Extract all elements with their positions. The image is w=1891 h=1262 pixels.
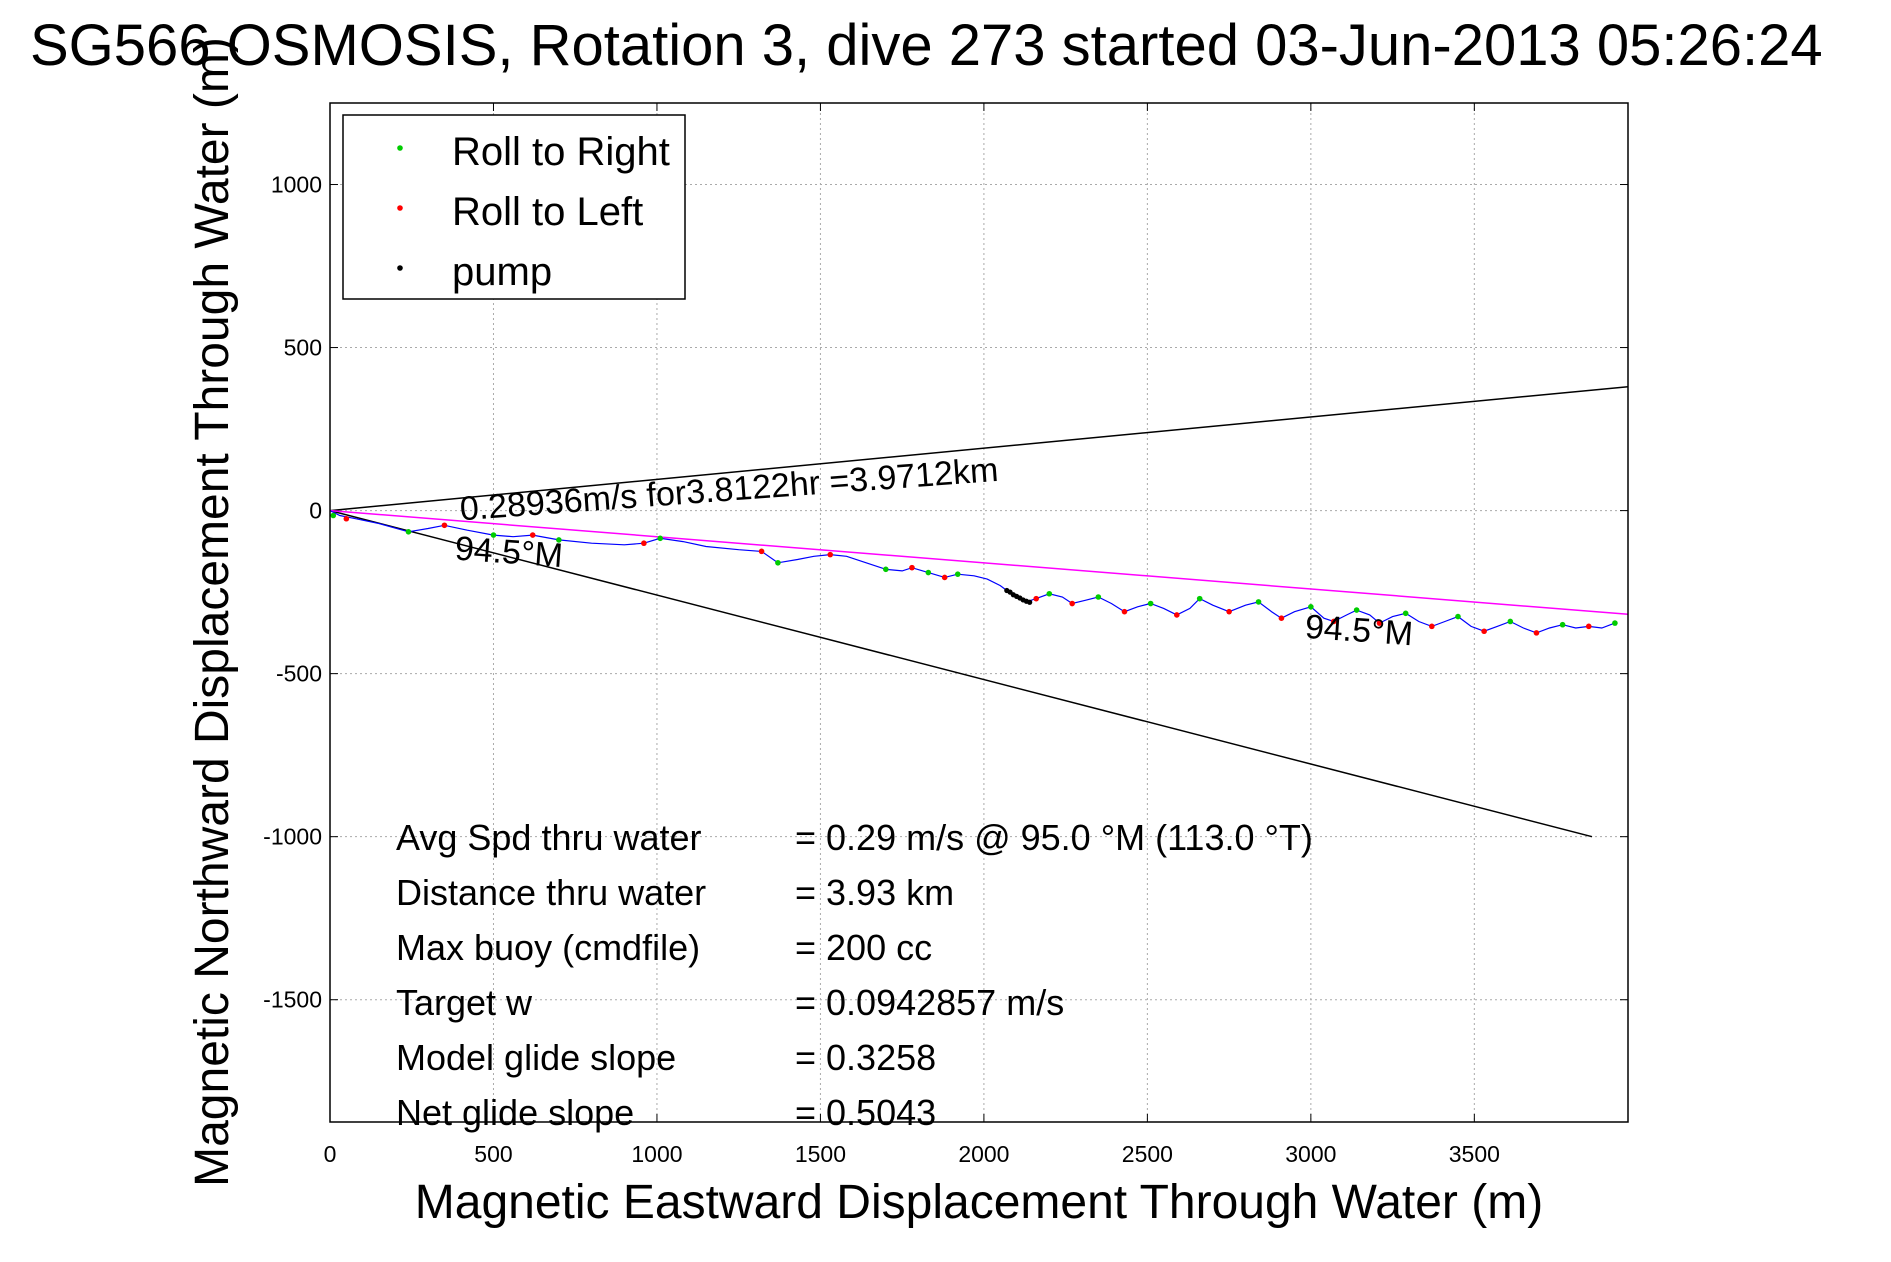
roll-left-point: [1069, 600, 1075, 607]
x-tick-label: 2500: [1122, 1141, 1173, 1167]
pump-point: [1027, 599, 1033, 605]
stat-value: = 3.93 km: [795, 872, 954, 913]
legend-entry: pump: [452, 250, 552, 294]
roll-right-point: [330, 512, 337, 519]
plot-frame: [329, 102, 1629, 1123]
legend: Roll to Right Roll to Left pump: [342, 114, 686, 300]
stat-label: Net glide slope: [396, 1092, 634, 1133]
stat-label: Avg Spd thru water: [396, 817, 702, 858]
y-tick-label: 0: [309, 498, 322, 524]
roll-right-point: [1559, 621, 1566, 628]
roll-left-point: [343, 515, 350, 522]
roll-right-point: [775, 559, 781, 566]
roll-left-point: [441, 522, 448, 529]
y-axis-ticks: -1500 -1000 -500 0 500 1000: [263, 172, 1628, 1013]
y-tick-label: -1500: [263, 987, 322, 1013]
roll-left-point: [1121, 608, 1128, 615]
roll-left-point: [758, 548, 765, 555]
roll-right-point: [1507, 618, 1514, 625]
chart-title: SG566 OSMOSIS, Rotation 3, dive 273 star…: [30, 13, 1823, 78]
glider-track: [330, 510, 1616, 634]
roll-left-point: [1226, 608, 1232, 615]
stat-value: = 200 cc: [795, 927, 932, 968]
roll-left-point: [1174, 612, 1180, 618]
annotation-text: 94.5°M: [454, 530, 564, 575]
roll-right-point: [1353, 607, 1360, 613]
roll-right-point: [1402, 610, 1409, 617]
roll-right-point: [657, 535, 664, 542]
roll-left-point: [1330, 618, 1337, 625]
roll-left-point: [529, 532, 536, 538]
roll-right-point: [1196, 595, 1203, 602]
stat-label: Target w: [396, 982, 533, 1023]
roll-right-point: [1308, 603, 1314, 610]
x-tick-label: 1000: [631, 1141, 682, 1167]
stat-value: = 0.3258: [795, 1037, 936, 1078]
roll-left-point: [641, 540, 647, 547]
roll-left-point: [941, 574, 948, 581]
roll-left-point: [1278, 615, 1285, 622]
roll-right-point: [1147, 600, 1154, 607]
bearing-upper-line: [330, 385, 1628, 512]
y-tick-label: 1000: [271, 172, 322, 198]
stat-label: Distance thru water: [396, 872, 706, 913]
roll-left-point: [1585, 623, 1592, 630]
roll-right-point: [1095, 594, 1102, 600]
roll-left-point: [1533, 630, 1540, 636]
legend-entry: Roll to Left: [452, 190, 643, 234]
roll-left-point: [909, 564, 915, 571]
dive-statistics: Avg Spd thru water = 0.29 m/s @ 95.0 °M (…: [396, 817, 1313, 1133]
legend-marker: [397, 145, 403, 151]
roll-right-point: [1612, 620, 1618, 626]
roll-right-point: [1255, 599, 1262, 605]
x-axis-ticks: 0 500 1000 1500 2000 2500 3000 3500: [324, 103, 1500, 1167]
roll-right-point: [883, 566, 889, 573]
legend-entry: Roll to Right: [452, 130, 670, 174]
legend-marker: [397, 205, 403, 211]
roll-right-point: [556, 537, 562, 543]
stat-value: = 0.29 m/s @ 95.0 °M (113.0 °T): [795, 817, 1313, 858]
roll-left-point: [1429, 623, 1435, 630]
roll-left-point: [827, 551, 834, 558]
legend-marker: [397, 265, 403, 271]
roll-right-point: [954, 571, 961, 577]
net-heading-line: [330, 509, 1628, 616]
roll-right-point: [1455, 613, 1461, 620]
reference-lines: [330, 385, 1628, 838]
bearing-lower-line: [330, 509, 1593, 838]
x-axis-label: Magnetic Eastward Displacement Through W…: [415, 1176, 1543, 1229]
roll-right-point: [490, 532, 497, 538]
x-tick-label: 3000: [1285, 1141, 1336, 1167]
roll-right-point: [1046, 590, 1053, 597]
roll-left-point: [1376, 620, 1383, 626]
y-axis-label: Magnetic Northward Displacement Through …: [186, 37, 239, 1187]
y-tick-label: 500: [284, 335, 322, 361]
roll-left-point: [1481, 628, 1487, 635]
x-tick-label: 500: [474, 1141, 512, 1167]
stat-value: = 0.0942857 m/s: [795, 982, 1064, 1023]
roll-left-point: [1033, 595, 1040, 602]
stat-value: = 0.5043: [795, 1092, 936, 1133]
annotation-text: 94.5°M: [1304, 608, 1414, 653]
x-tick-label: 3500: [1449, 1141, 1500, 1167]
track-line: [330, 510, 1616, 634]
roll-right-point: [405, 528, 412, 535]
stat-label: Model glide slope: [396, 1037, 676, 1078]
roll-right-point: [925, 569, 932, 576]
x-tick-label: 1500: [795, 1141, 846, 1167]
y-tick-label: -500: [276, 661, 322, 687]
x-tick-label: 0: [324, 1141, 337, 1167]
roll-pump-markers: [330, 512, 1618, 636]
y-tick-label: -1000: [263, 824, 322, 850]
x-tick-label: 2000: [958, 1141, 1009, 1167]
stat-label: Max buoy (cmdfile): [396, 927, 700, 968]
